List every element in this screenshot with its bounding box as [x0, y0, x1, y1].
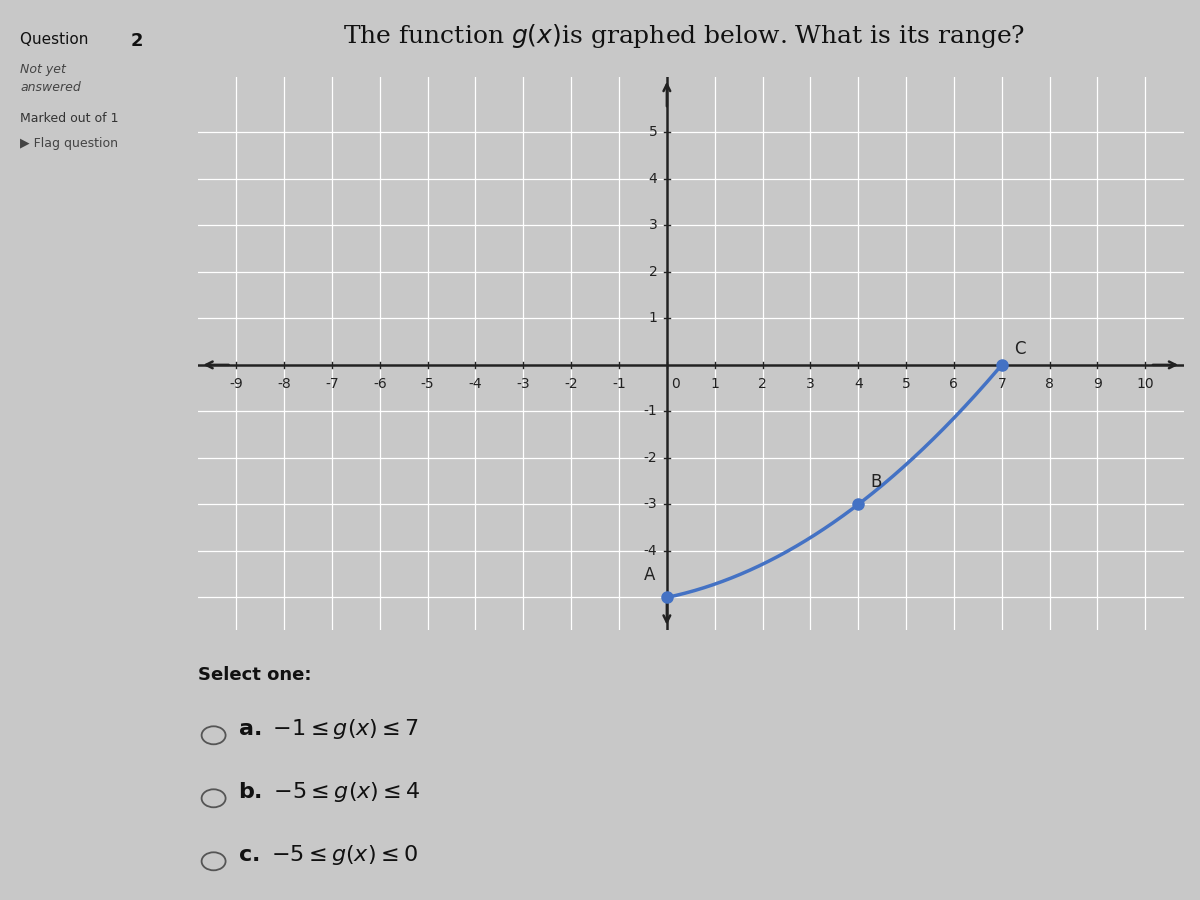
Text: -4: -4: [469, 376, 482, 391]
Text: -8: -8: [277, 376, 290, 391]
Text: 6: 6: [949, 376, 959, 391]
Text: 7: 7: [997, 376, 1006, 391]
Text: -4: -4: [643, 544, 658, 558]
Text: 3: 3: [806, 376, 815, 391]
Text: Select one:: Select one:: [198, 666, 312, 684]
Text: 9: 9: [1093, 376, 1102, 391]
Text: A: A: [643, 566, 655, 584]
Text: 0: 0: [671, 376, 680, 391]
Text: ▶ Flag question: ▶ Flag question: [20, 137, 118, 149]
Text: $\mathbf{a.}$ $-1 \leq g(x) \leq 7$: $\mathbf{a.}$ $-1 \leq g(x) \leq 7$: [238, 717, 419, 741]
Text: Marked out of 1: Marked out of 1: [20, 112, 119, 125]
Text: 8: 8: [1045, 376, 1054, 391]
Text: 1: 1: [648, 311, 658, 326]
Text: 3: 3: [648, 219, 658, 232]
Text: -5: -5: [421, 376, 434, 391]
Text: 2: 2: [131, 32, 144, 50]
Text: 2: 2: [758, 376, 767, 391]
Text: The function $g(x)$is graphed below. What is its range?: The function $g(x)$is graphed below. Wha…: [343, 22, 1025, 50]
Text: -2: -2: [643, 451, 658, 465]
Text: C: C: [1014, 340, 1025, 358]
Text: -1: -1: [612, 376, 626, 391]
Text: 5: 5: [648, 125, 658, 140]
Text: -9: -9: [229, 376, 244, 391]
Text: -2: -2: [564, 376, 578, 391]
Text: 4: 4: [648, 172, 658, 185]
Text: 5: 5: [901, 376, 911, 391]
Text: -3: -3: [516, 376, 530, 391]
Text: answered: answered: [20, 81, 80, 94]
Text: Not yet: Not yet: [20, 63, 66, 76]
Text: Question: Question: [20, 32, 94, 47]
Text: 2: 2: [648, 265, 658, 279]
Text: -3: -3: [643, 498, 658, 511]
Text: 1: 1: [710, 376, 719, 391]
Text: 10: 10: [1136, 376, 1154, 391]
Text: $\mathbf{b.}$ $-5 \leq g(x) \leq 4$: $\mathbf{b.}$ $-5 \leq g(x) \leq 4$: [238, 780, 420, 804]
Text: -7: -7: [325, 376, 338, 391]
Text: 4: 4: [854, 376, 863, 391]
Text: -6: -6: [373, 376, 386, 391]
Text: $\mathbf{c.}$ $-5 \leq g(x) \leq 0$: $\mathbf{c.}$ $-5 \leq g(x) \leq 0$: [238, 843, 418, 867]
Text: B: B: [870, 473, 882, 491]
Text: -1: -1: [643, 404, 658, 419]
